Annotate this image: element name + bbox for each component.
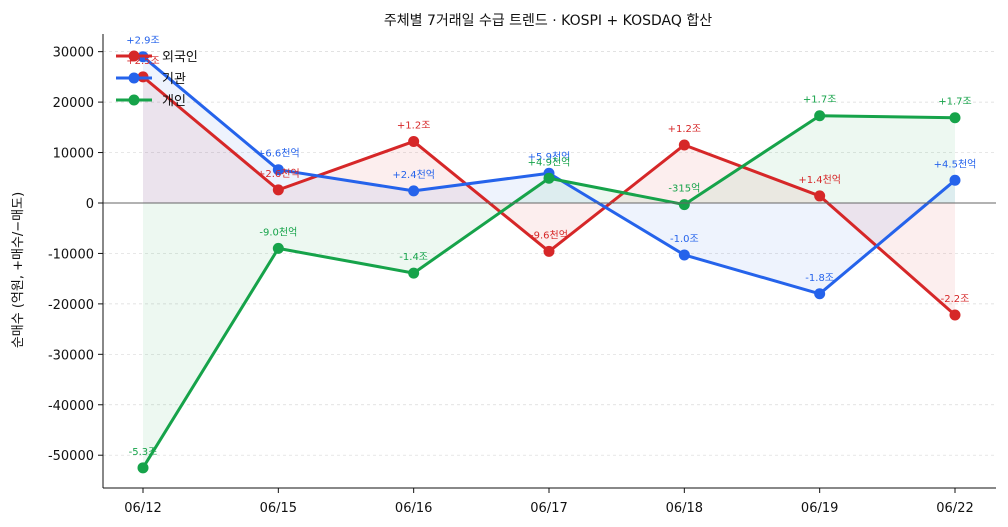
- data-point: [408, 135, 420, 147]
- axis-layer: 30000 20000 10000 0 -10000 -20000 -30000 -40000…: [48, 34, 996, 516]
- chart-title: 주체별 7거래일 수급 트렌드 · KOSPI + KOSDAQ 합산: [384, 13, 712, 29]
- legend-marker: [128, 72, 140, 84]
- data-label: +1.4천억: [798, 174, 841, 186]
- y-tick-label: 30000: [53, 46, 94, 61]
- data-point: [949, 112, 961, 124]
- data-label-layer: +2.5조 +2.6천억 +1.2조 -9.6천억 +1.2조 +1.4천억 -2.2조 +2…: [126, 36, 976, 458]
- data-label: -1.0조: [670, 234, 699, 245]
- data-label: +2.5조: [126, 56, 159, 67]
- data-label: +6.6천억: [257, 148, 300, 160]
- data-point: [814, 110, 826, 122]
- data-label: +1.2조: [397, 120, 430, 131]
- y-axis-label: 순매수 (억원, +매수/−매도): [11, 192, 26, 348]
- x-tick-label: 06/16: [395, 501, 432, 516]
- y-tick-label: 10000: [53, 147, 94, 162]
- data-label: +1.2조: [668, 124, 701, 135]
- y-tick-label: -30000: [48, 348, 94, 363]
- data-label: +2.6천억: [257, 168, 300, 180]
- data-point: [814, 288, 826, 300]
- data-label: -2.2조: [941, 294, 970, 305]
- data-point: [678, 139, 690, 151]
- x-tick-label: 06/19: [801, 501, 838, 516]
- x-tick-label: 06/18: [666, 501, 703, 516]
- data-point: [949, 174, 961, 186]
- data-label: -1.8조: [805, 273, 834, 284]
- legend-marker: [128, 50, 140, 62]
- data-label: +2.9조: [126, 36, 159, 47]
- data-point: [272, 184, 284, 196]
- data-label: -1.4조: [399, 252, 428, 263]
- x-tick-label: 06/15: [260, 501, 297, 516]
- data-point: [408, 267, 420, 279]
- data-label: +1.7조: [803, 95, 836, 106]
- data-point: [408, 185, 420, 197]
- data-point: [272, 164, 284, 176]
- data-label: +2.4천억: [392, 169, 435, 181]
- data-label: +4.5천억: [934, 158, 977, 170]
- x-tick-label: 06/17: [530, 501, 567, 516]
- fill-layer: [143, 56, 955, 468]
- legend-label: 외국인: [162, 50, 198, 65]
- data-label: -315억: [668, 183, 700, 195]
- data-label: -9.0천억: [259, 226, 297, 238]
- data-point: [137, 462, 149, 474]
- data-label: -9.6천억: [530, 229, 568, 241]
- data-point: [543, 245, 555, 257]
- series-area-fill: [143, 115, 955, 468]
- data-label: +4.9천억: [528, 156, 571, 168]
- data-label: +5.9천억: [528, 151, 571, 163]
- series-area-fill: [143, 76, 955, 315]
- data-label: +1.7조: [938, 97, 971, 108]
- y-tick-label: -20000: [48, 298, 94, 313]
- data-point: [272, 242, 284, 254]
- data-point: [543, 172, 555, 184]
- legend-label: 개인: [162, 94, 186, 109]
- data-point: [814, 190, 826, 202]
- data-point: [678, 249, 690, 261]
- data-point: [949, 309, 961, 321]
- data-label: -5.3조: [129, 447, 158, 458]
- x-tick-label: 06/12: [124, 501, 161, 516]
- y-tick-label: -50000: [48, 449, 94, 464]
- y-tick-label: -40000: [48, 399, 94, 414]
- y-tick-label: -10000: [48, 247, 94, 262]
- x-tick-label: 06/22: [936, 501, 973, 516]
- line-layer: [137, 51, 961, 474]
- y-tick-label: 0: [86, 197, 94, 212]
- legend-marker: [128, 94, 140, 106]
- data-point: [678, 199, 690, 211]
- y-tick-label: 20000: [53, 96, 94, 111]
- legend-label: 기관: [162, 72, 186, 87]
